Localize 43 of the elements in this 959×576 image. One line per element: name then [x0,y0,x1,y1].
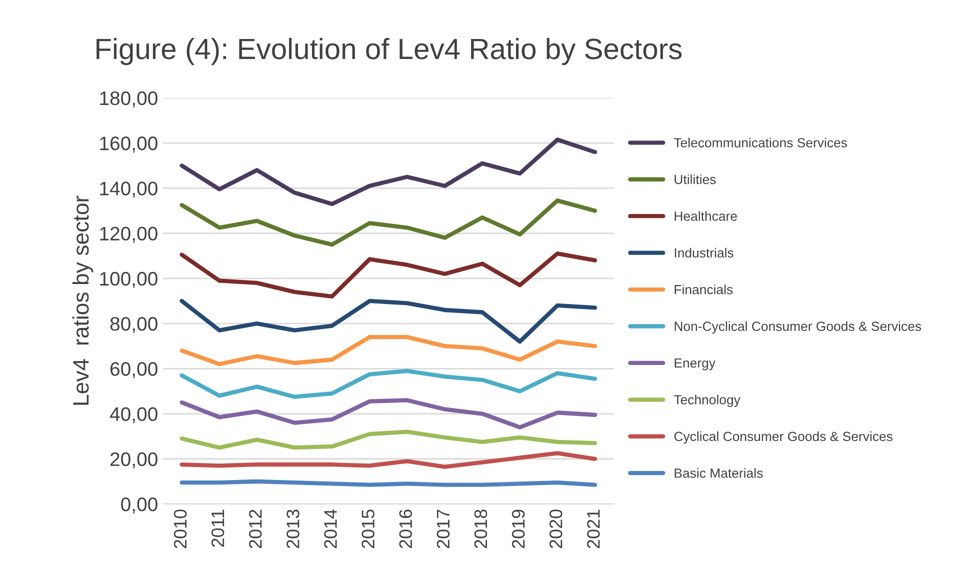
line-series [180,334,598,366]
line-series [180,451,598,469]
x-tick-label: 2010 [174,510,187,548]
line-series [180,252,598,299]
y-tick-label: 40,00 [110,407,158,424]
y-axis-title: Lev4 ratios by sector [72,196,94,405]
y-tick-label: 100,00 [100,272,158,288]
x-tick-label: 2018 [474,510,488,548]
y-tick-label: 60,00 [110,362,158,378]
x-tick-label: 2015 [362,510,374,548]
line-series [180,298,598,344]
y-tick-label: 20,00 [110,452,158,468]
legend-label: Healthcare [674,211,737,221]
legend-label: Basic Materials [674,468,763,478]
line-series [180,430,598,450]
y-tick-label: 120,00 [100,226,158,243]
x-tick-label: 2020 [549,510,562,548]
x-tick-label: 2021 [587,510,600,548]
legend-label: Industrials [674,248,734,258]
y-tick-label: 0,00 [121,497,158,514]
chart-title: Figure (4): Evolution of Lev4 Ratio by Sectors [96,38,682,66]
y-tick-label: 180,00 [100,91,158,108]
legend-label: Utilities [674,174,716,184]
x-tick-label: 2016 [399,510,412,548]
line-series [180,398,598,430]
legend-label: Telecommunications Services [674,138,847,148]
x-tick-label: 2017 [436,510,450,548]
line-series [180,368,598,399]
y-tick-label: 160,00 [100,136,158,153]
x-tick-label: 2011 [211,510,224,547]
x-tick-label: 2012 [248,510,262,548]
line-series [180,138,598,206]
y-tick-label: 80,00 [110,316,158,334]
line-series [180,198,598,247]
x-tick-label: 2019 [512,510,525,548]
legend-label: Non-Cyclical Consumer Goods & Services [674,321,922,334]
x-tick-label: 2014 [324,509,337,548]
legend-label: Financials [674,284,733,294]
legend-label: Energy [674,358,716,370]
y-tick-label: 140,00 [100,182,158,198]
x-tick-label: 2013 [286,510,300,548]
legend-label: Technology [674,394,740,408]
legend-label: Cyclical Consumer Goods & Services [674,431,892,444]
